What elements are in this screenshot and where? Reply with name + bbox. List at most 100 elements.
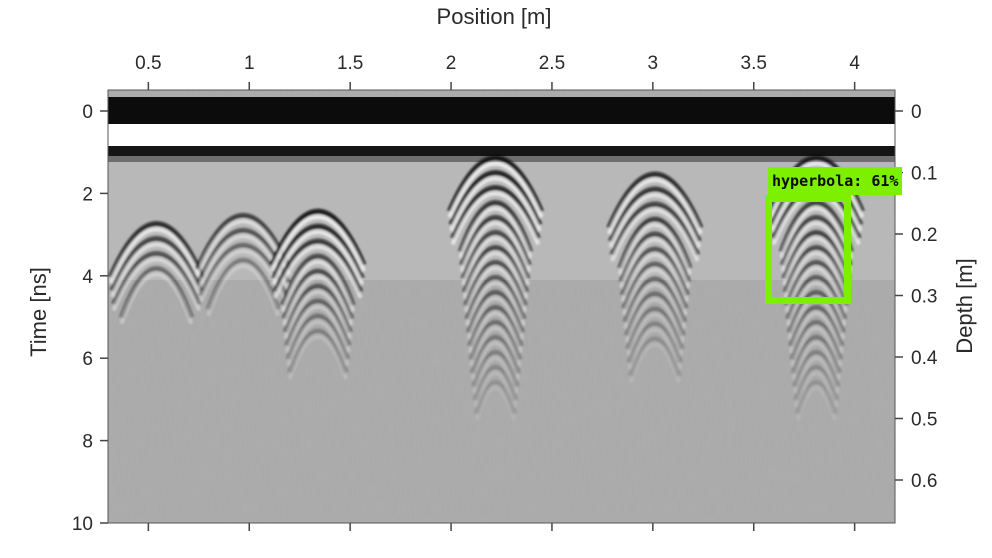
hyperbola-light-ring	[270, 215, 366, 272]
hyperbola-dark-ring	[468, 319, 522, 361]
hyperbola-dark-ring	[624, 291, 686, 337]
hyperbola-light-ring	[470, 341, 521, 380]
time-tick-label: 10	[72, 514, 93, 535]
hyperbola-light-ring	[628, 342, 681, 383]
hyperbola-light-ring	[788, 311, 844, 353]
hyperbola-light-ring	[624, 297, 685, 343]
hyperbola-light-ring	[285, 305, 351, 353]
hyperbola-dark-ring	[460, 230, 531, 280]
time-tick-label: 2	[82, 184, 93, 205]
hyperbola-light-ring	[780, 221, 852, 272]
hyperbola-light-ring	[466, 296, 525, 340]
depth-tick-label: 0.4	[911, 348, 938, 369]
hyperbola-light-ring	[459, 221, 531, 272]
hyperbola-dark-ring	[285, 313, 350, 361]
hyperbola-dark-ring	[269, 208, 367, 266]
hyperbola-light-ring	[283, 290, 353, 340]
hyperbola-dark-ring	[471, 349, 520, 388]
hyperbola-dark-ring	[626, 321, 683, 364]
x-tick-label: 1	[244, 53, 255, 74]
hyperbola-dark-ring	[472, 364, 518, 402]
hyperbola-light-ring	[610, 208, 700, 262]
depth-tick-label: 0.6	[911, 471, 937, 492]
x-tick-label: 3.5	[741, 53, 767, 74]
hyperbola-dark-ring	[448, 170, 543, 226]
hyperbola-light-ring	[626, 312, 684, 356]
hyperbola-light-ring	[794, 371, 839, 407]
hyperbola-layer	[108, 155, 865, 421]
y-right-axis-title: Depth [m]	[952, 258, 977, 353]
x-tick-label: 1.5	[337, 53, 363, 74]
axis-layer: 0.5 1 1.5 2 2.5 3 3.5 4 0 2 4 6 8 10 0 0.1 0.2 0.3 0.4 0.5 0…	[72, 53, 938, 535]
hyperbola-dark-ring	[450, 185, 541, 240]
hyperbola-dark-ring	[618, 231, 691, 283]
hyperbola-dark-ring	[109, 236, 204, 292]
hyperbola-dark-ring	[458, 200, 533, 253]
hyperbola-light-ring	[280, 260, 355, 313]
hyperbola-dark-ring	[795, 379, 838, 415]
time-tick-label: 6	[82, 349, 93, 370]
hyperbola-dark-ring	[792, 349, 841, 388]
hyperbola-dark-ring	[271, 223, 365, 280]
time-tick-label: 8	[82, 432, 93, 453]
hyperbola-light-ring	[119, 272, 194, 325]
hyperbola-dark-ring	[281, 268, 354, 320]
hyperbola-light-ring	[620, 253, 690, 302]
hyperbola-dark-ring	[463, 260, 528, 307]
hyperbola-dark-ring	[788, 304, 845, 348]
hyperbola-dark-ring	[606, 171, 704, 229]
hyperbola-light-ring	[623, 282, 687, 329]
hyperbola-light-ring	[287, 335, 348, 380]
hyperbola-dark-ring	[447, 155, 544, 213]
hyperbola-light-ring	[465, 281, 526, 326]
hyperbola-dark-ring	[793, 364, 839, 402]
hyperbola-dark-ring	[466, 289, 525, 334]
plot-frame	[107, 89, 896, 524]
hyperbola-light-ring	[792, 356, 840, 394]
x-tick-label: 0.5	[135, 53, 161, 74]
hyperbola-light-ring	[458, 206, 533, 259]
depth-tick-label: 0.1	[911, 164, 937, 185]
hyperbola-light-ring	[786, 281, 847, 326]
y-left-axis-title: Time [ns]	[26, 267, 51, 357]
hyperbola-dark-ring	[625, 306, 685, 351]
hyperbola-dark-ring	[791, 335, 842, 375]
hyperbola-dark-ring	[620, 246, 690, 297]
hyperbola-dark-ring	[784, 260, 849, 307]
detection-bounding-box	[765, 195, 851, 304]
hyperbola-light-ring	[607, 178, 703, 235]
hyperbola-light-ring	[447, 161, 544, 219]
hyperbola-dark-ring	[119, 266, 194, 319]
hyperbola-dark-ring	[464, 274, 527, 321]
hyperbola-dark-ring	[462, 245, 529, 294]
hyperbola-dark-ring	[621, 261, 689, 310]
hyperbola-light-ring	[282, 275, 354, 326]
hyperbola-light-ring	[108, 227, 205, 285]
hyperbola-dark-ring	[608, 186, 702, 243]
direct-wave-white-band	[108, 124, 895, 146]
hyperbola-dark-ring	[781, 230, 851, 280]
x-tick-label: 3	[648, 53, 659, 74]
hyperbola-dark-ring	[780, 215, 853, 267]
depth-tick-label: 0	[911, 102, 922, 123]
hyperbola-light-ring	[271, 230, 365, 286]
hyperbola-light-ring	[782, 236, 851, 286]
hyperbola-dark-ring	[782, 245, 850, 294]
hyperbola-light-ring	[206, 264, 281, 317]
hyperbola-light-ring	[473, 371, 518, 407]
hyperbola-dark-ring	[205, 258, 281, 311]
hyperbola-dark-ring	[628, 336, 682, 378]
hyperbola-dark-ring	[284, 298, 352, 347]
hyperbola-light-ring	[619, 238, 691, 289]
hyperbola-dark-ring	[287, 328, 349, 374]
hyperbola-dark-ring	[467, 304, 524, 348]
hyperbola-light-ring	[469, 326, 522, 367]
hyperbola-light-ring	[449, 176, 542, 232]
hyperbola-light-ring	[110, 242, 203, 298]
hyperbola-dark-ring	[622, 276, 687, 324]
hyperbola-light-ring	[617, 223, 692, 275]
direct-wave-band	[108, 97, 895, 124]
hyperbola-light-ring	[791, 341, 841, 380]
hyperbola-dark-ring	[470, 335, 521, 375]
